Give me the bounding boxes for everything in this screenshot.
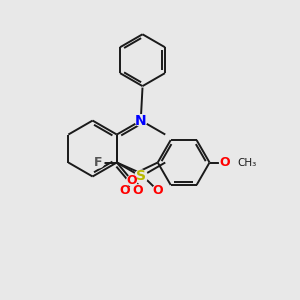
Circle shape: [135, 170, 148, 183]
Text: O: O: [152, 184, 163, 197]
Circle shape: [220, 157, 230, 168]
Text: CH₃: CH₃: [237, 158, 256, 167]
Circle shape: [119, 185, 130, 196]
Circle shape: [132, 185, 143, 196]
Text: S: S: [136, 169, 146, 184]
Circle shape: [152, 185, 163, 196]
Circle shape: [93, 157, 104, 168]
Text: O: O: [127, 174, 137, 187]
Text: O: O: [220, 156, 230, 169]
Text: O: O: [119, 184, 130, 197]
Circle shape: [135, 115, 147, 126]
Text: O: O: [132, 184, 143, 197]
Text: F: F: [94, 156, 103, 169]
Circle shape: [127, 175, 137, 186]
Text: N: N: [135, 114, 147, 128]
